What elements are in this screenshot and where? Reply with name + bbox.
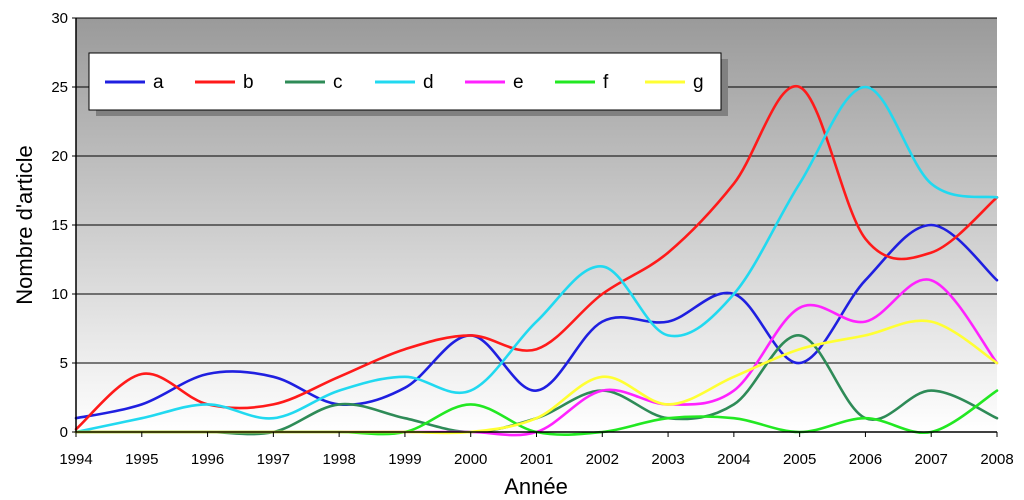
legend-label-f: f	[603, 72, 609, 93]
legend-label-d: d	[423, 72, 434, 93]
legend-label-b: b	[243, 72, 254, 93]
x-tick-label: 2005	[783, 451, 816, 468]
x-tick-label: 1999	[388, 451, 421, 468]
x-tick-label: 2002	[586, 451, 619, 468]
x-tick-label: 2008	[980, 451, 1013, 468]
x-tick-label: 2006	[849, 451, 882, 468]
y-tick-label: 5	[60, 355, 68, 372]
x-tick-label: 1994	[59, 451, 92, 468]
series-line-d	[74, 85, 999, 434]
y-tick-label: 0	[60, 424, 68, 441]
legend-label-a: a	[153, 72, 164, 93]
legend-label-c: c	[333, 72, 343, 93]
x-tick-label: 2001	[520, 451, 553, 468]
y-tick-label: 25	[51, 79, 68, 96]
axes: 0 5 10 15 20 25 30 1994 1995 1996 1997 1998 1999 2000…	[51, 10, 1013, 468]
x-tick-label: 2003	[651, 451, 684, 468]
x-tick-label: 2004	[717, 451, 750, 468]
legend-label-g: g	[693, 72, 704, 93]
series-line-a	[74, 223, 999, 420]
y-axis-title: Nombre d'article	[12, 145, 37, 304]
x-tick-label: 1997	[257, 451, 290, 468]
legend: a b c d e f g	[88, 52, 728, 116]
x-tick-label: 1995	[125, 451, 158, 468]
legend-label-e: e	[513, 72, 524, 93]
x-tick-label: 1998	[322, 451, 355, 468]
x-tick-label: 2007	[915, 451, 948, 468]
x-tick-label: 1996	[191, 451, 224, 468]
y-tick-label: 30	[51, 10, 68, 27]
y-tick-label: 10	[51, 286, 68, 303]
x-tick-label: 2000	[454, 451, 487, 468]
y-tick-label: 15	[51, 217, 68, 234]
grid-lines	[76, 17, 997, 364]
x-axis-title: Année	[504, 474, 568, 499]
y-tick-label: 20	[51, 148, 68, 165]
